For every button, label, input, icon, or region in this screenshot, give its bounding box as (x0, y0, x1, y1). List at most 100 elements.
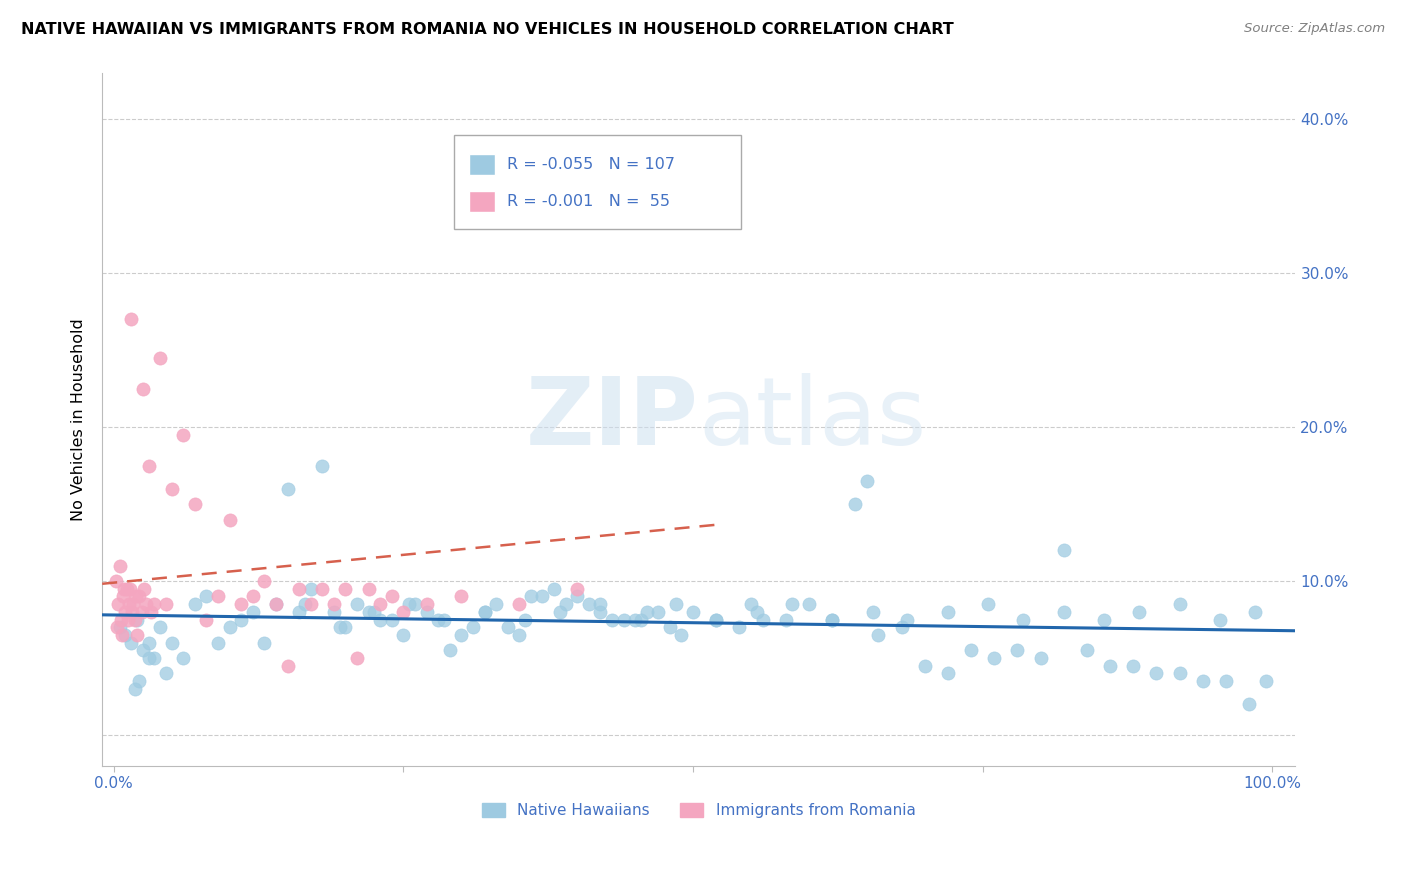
Point (612, 613, 634, 627)
Point (543, 582, 565, 596)
Point (936, 666, 959, 681)
Point (1215, 674, 1237, 689)
Point (728, 620, 751, 634)
Point (450, 628, 472, 642)
Point (636, 605, 658, 619)
Point (1168, 597, 1191, 611)
Y-axis label: No Vehicles in Household: No Vehicles in Household (72, 318, 86, 521)
Point (567, 582, 589, 596)
Point (856, 474, 879, 488)
Point (125, 628, 148, 642)
Point (1209, 613, 1232, 627)
Point (125, 613, 148, 627)
Point (1076, 643, 1098, 657)
Point (253, 574, 276, 588)
Point (299, 582, 322, 596)
Point (131, 605, 153, 619)
Point (381, 613, 404, 627)
Point (264, 597, 287, 611)
Point (195, 590, 218, 604)
Point (108, 558, 131, 573)
Point (288, 582, 311, 596)
Point (311, 582, 333, 596)
Point (155, 597, 177, 611)
Point (671, 628, 693, 642)
Point (138, 636, 160, 650)
Point (231, 597, 253, 611)
Point (1053, 605, 1076, 619)
Point (218, 512, 240, 526)
Point (155, 666, 177, 681)
Point (120, 312, 142, 326)
Point (135, 597, 157, 611)
Point (704, 613, 727, 627)
Point (288, 605, 311, 619)
Point (474, 605, 496, 619)
Point (294, 597, 316, 611)
Point (124, 613, 146, 627)
Point (160, 636, 183, 650)
Point (862, 605, 884, 619)
Point (589, 605, 612, 619)
Point (363, 605, 385, 619)
Point (775, 613, 797, 627)
Point (1168, 666, 1191, 681)
Point (172, 427, 194, 442)
Point (311, 458, 333, 473)
Point (868, 628, 890, 642)
Point (682, 605, 704, 619)
Point (264, 597, 287, 611)
Point (110, 613, 132, 627)
Point (329, 620, 352, 634)
Point (496, 620, 519, 634)
Point (567, 590, 589, 604)
Point (118, 597, 141, 611)
Bar (468, 191, 495, 211)
Point (404, 597, 426, 611)
Point (149, 351, 172, 365)
Point (647, 605, 669, 619)
Point (578, 597, 600, 611)
Point (821, 613, 844, 627)
Point (335, 582, 357, 596)
Point (112, 590, 135, 604)
Point (745, 605, 768, 619)
Point (128, 590, 150, 604)
Text: R = -0.001   N =  55: R = -0.001 N = 55 (506, 194, 669, 209)
Point (548, 605, 571, 619)
Point (115, 582, 138, 596)
Point (960, 643, 983, 657)
Text: ZIP: ZIP (526, 374, 699, 466)
Point (368, 597, 391, 611)
Point (138, 651, 160, 665)
Point (105, 574, 128, 588)
Point (277, 658, 299, 673)
Point (132, 382, 155, 396)
Point (427, 613, 450, 627)
Point (1128, 605, 1150, 619)
Point (1122, 658, 1144, 673)
Point (936, 605, 959, 619)
Point (335, 620, 357, 634)
Point (160, 482, 183, 496)
Point (122, 597, 145, 611)
Point (299, 597, 322, 611)
Text: NATIVE HAWAIIAN VS IMMIGRANTS FROM ROMANIA NO VEHICLES IN HOUSEHOLD CORRELATION : NATIVE HAWAIIAN VS IMMIGRANTS FROM ROMAN… (21, 22, 953, 37)
Point (381, 590, 404, 604)
Point (1244, 605, 1267, 619)
Point (253, 636, 276, 650)
Legend: Native Hawaiians, Immigrants from Romania: Native Hawaiians, Immigrants from Romani… (477, 797, 921, 824)
Point (1053, 543, 1076, 558)
Point (143, 651, 166, 665)
Text: Source: ZipAtlas.com: Source: ZipAtlas.com (1244, 22, 1385, 36)
Point (1012, 613, 1035, 627)
Point (322, 597, 344, 611)
Point (398, 597, 420, 611)
Point (1099, 658, 1122, 673)
Point (1146, 666, 1168, 681)
Point (138, 458, 160, 473)
Point (392, 605, 415, 619)
Point (149, 620, 172, 634)
Text: atlas: atlas (699, 374, 927, 466)
Point (368, 613, 391, 627)
